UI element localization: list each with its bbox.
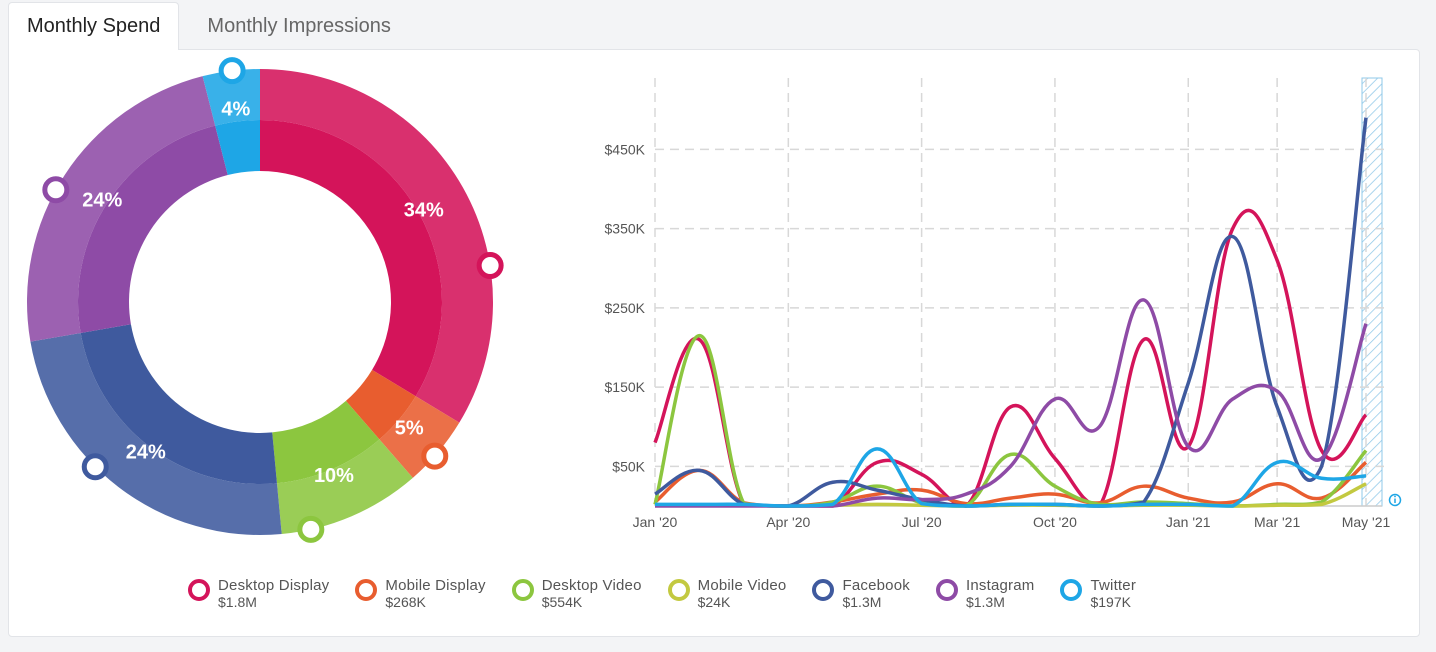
legend-marker-icon	[355, 579, 378, 601]
legend-marker-icon	[935, 579, 958, 601]
series-line-desktop-video[interactable]	[653, 333, 1368, 508]
legend-marker-icon	[1060, 579, 1083, 601]
donut-slice-outer-desktop-display[interactable]	[260, 69, 493, 423]
legend-value: $24K	[697, 594, 731, 610]
tab-monthly-spend[interactable]: Monthly Spend	[8, 2, 180, 50]
legend-marker-icon	[812, 579, 835, 601]
donut-slice-desktop-video[interactable]	[272, 400, 380, 484]
series-line-twitter[interactable]	[655, 447, 1367, 508]
x-tick-label: Mar '21	[1254, 514, 1300, 530]
legend-marker-icon	[667, 579, 690, 601]
x-tick-label: Jan '21	[1166, 514, 1211, 530]
donut-slice-desktop-display[interactable]	[260, 120, 443, 397]
legend-item-mobile-display[interactable]: Mobile Display $268K	[355, 577, 486, 610]
donut-slice-twitter[interactable]	[215, 120, 260, 176]
y-tick-label: $250K	[605, 300, 646, 316]
legend-value: $1.3M	[842, 594, 882, 610]
donut-slice-outer-twitter[interactable]	[202, 69, 260, 126]
legend-label: Mobile Display	[385, 577, 486, 594]
chart-panel	[8, 49, 1420, 637]
legend-label: Twitter	[1090, 577, 1137, 594]
legend-label: Facebook	[842, 577, 910, 594]
donut-slice-outer-facebook[interactable]	[30, 332, 282, 536]
x-tick-label: Apr '20	[766, 514, 810, 530]
info-icon[interactable]	[1388, 493, 1402, 507]
y-tick-label: $50K	[612, 458, 645, 474]
x-tick-label: May '21	[1342, 514, 1391, 530]
tab-bar: Monthly Spend Monthly Impressions	[8, 2, 409, 50]
donut-chart: 34% 5% 10% 24% 24% 4%	[27, 57, 504, 543]
donut-marker-facebook[interactable]	[81, 453, 109, 481]
legend-value: $197K	[1090, 594, 1131, 610]
x-tick-label: Jul '20	[902, 514, 942, 530]
legend-value: $1.3M	[965, 594, 1005, 610]
legend-label: Instagram	[965, 577, 1035, 594]
donut-label-desktop-display: 34%	[404, 200, 444, 222]
legend-value: $554K	[541, 594, 583, 610]
y-tick-label: $350K	[605, 221, 646, 237]
donut-marker-instagram[interactable]	[42, 176, 70, 204]
donut-label-mobile-display: 5%	[395, 418, 424, 440]
y-tick-label: $450K	[605, 141, 646, 157]
donut-marker-desktop-display[interactable]	[476, 252, 504, 280]
donut-slice-outer-desktop-video[interactable]	[276, 439, 413, 534]
legend-label: Desktop Video	[541, 577, 642, 594]
legend-marker-icon	[188, 579, 210, 601]
legend-item-mobile-video[interactable]: Mobile Video $24K	[667, 577, 787, 610]
donut-marker-mobile-display[interactable]	[421, 442, 449, 470]
legend-item-twitter[interactable]: Twitter $197K	[1060, 578, 1136, 610]
legend: Desktop Display $1.8M Mobile Display $268K D…	[188, 578, 1162, 610]
tab-monthly-impressions[interactable]: Monthly Impressions	[207, 14, 391, 37]
donut-label-desktop-video: 10%	[314, 465, 354, 487]
projection-band	[1361, 77, 1383, 507]
donut-slice-instagram[interactable]	[78, 125, 228, 333]
legend-label: Desktop Display	[218, 577, 330, 594]
donut-marker-twitter[interactable]	[218, 57, 246, 85]
donut-slice-mobile-display[interactable]	[345, 369, 416, 440]
legend-item-desktop-display[interactable]: Desktop Display $1.8M	[188, 578, 329, 610]
legend-item-instagram[interactable]: Instagram $1.3M	[935, 577, 1035, 610]
y-tick-label: $150K	[605, 379, 646, 395]
series-line-desktop-display[interactable]	[653, 208, 1368, 508]
line-chart: $50K $150K $250K $350K $450K Jan '20 Apr '20 Ju…	[605, 77, 1402, 530]
donut-label-twitter: 4%	[221, 99, 250, 121]
legend-value: $1.8M	[218, 594, 257, 610]
series-line-mobile-display[interactable]	[653, 461, 1368, 508]
x-tick-label: Oct '20	[1033, 514, 1077, 530]
legend-item-facebook[interactable]: Facebook $1.3M	[812, 577, 910, 610]
donut-marker-desktop-video[interactable]	[297, 515, 325, 543]
x-tick-label: Jan '20	[633, 514, 678, 530]
donut-slice-outer-mobile-display[interactable]	[379, 396, 460, 478]
donut-slice-outer-instagram[interactable]	[27, 76, 216, 342]
legend-label: Mobile Video	[697, 577, 787, 594]
donut-slice-facebook[interactable]	[80, 324, 277, 484]
legend-marker-icon	[511, 579, 534, 601]
donut-label-facebook: 24%	[126, 441, 166, 463]
legend-value: $268K	[385, 594, 426, 610]
donut-label-instagram: 24%	[82, 190, 122, 212]
legend-item-desktop-video[interactable]: Desktop Video $554K	[511, 577, 642, 610]
series-line-facebook[interactable]	[654, 117, 1368, 508]
